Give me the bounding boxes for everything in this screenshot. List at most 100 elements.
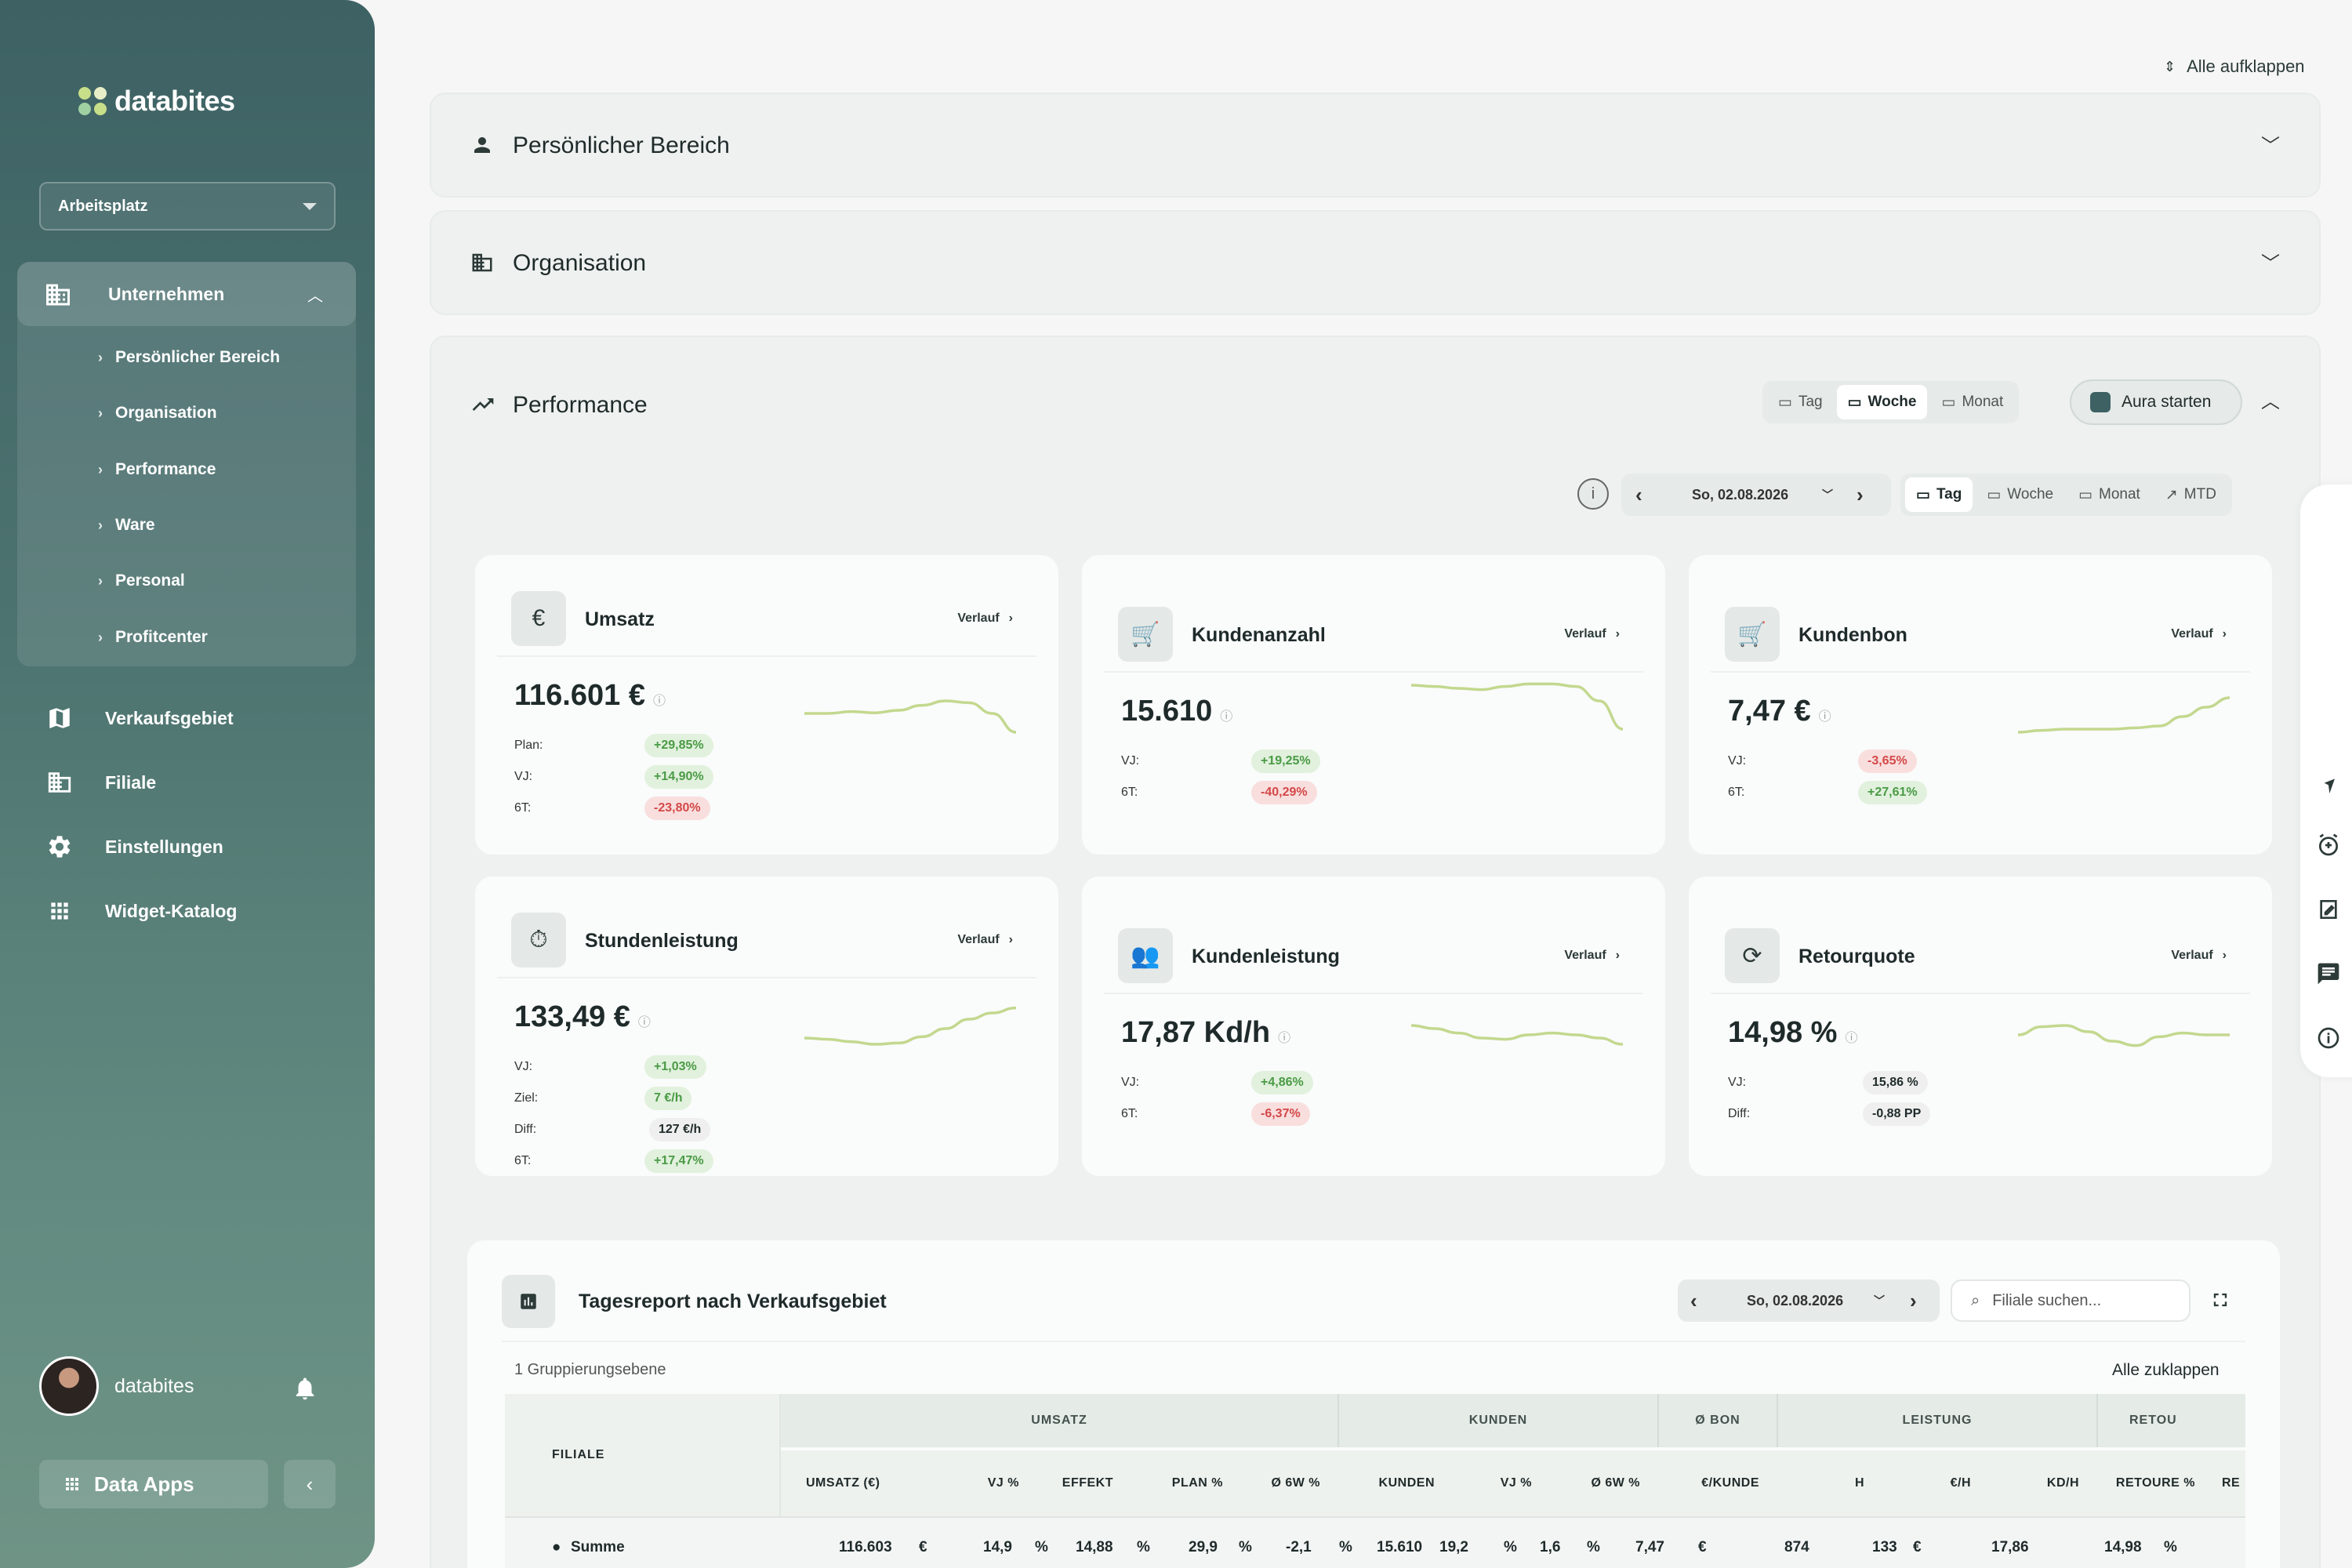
chevron-right-icon: › — [1008, 612, 1013, 625]
report-date-value[interactable]: So, 02.08.2026 — [1747, 1292, 1844, 1308]
cursor-icon[interactable] — [2316, 775, 2341, 800]
sparkline-path — [2018, 696, 2230, 734]
verlauf-link[interactable]: Verlauf › — [1564, 627, 1620, 641]
info-icon[interactable]: ⓘ — [652, 695, 666, 708]
column-header[interactable]: VJ % — [935, 1450, 1038, 1516]
verlauf-link[interactable]: Verlauf › — [2171, 627, 2227, 641]
info-icon[interactable]: i — [1577, 478, 1609, 510]
info-icon[interactable]: ⓘ — [1818, 710, 1831, 724]
user-menu[interactable]: databites — [39, 1356, 194, 1416]
column-header[interactable]: €/H — [1883, 1450, 1990, 1516]
verlauf-link[interactable]: Verlauf › — [1564, 949, 1620, 962]
column-header[interactable]: Ø 6W % — [1551, 1450, 1659, 1516]
column-header[interactable]: H — [1778, 1450, 1883, 1516]
chevron-left-icon[interactable]: ‹ — [1690, 1288, 1697, 1312]
collapse-all-button[interactable]: Alle zuklappen — [2112, 1361, 2220, 1379]
chevron-down-icon[interactable]: ﹀ — [2261, 136, 2280, 157]
verlauf-link[interactable]: Verlauf › — [2171, 949, 2227, 962]
kpi-delta-badge: +1,03% — [644, 1055, 706, 1079]
nav-item-einstellungen[interactable]: Einstellungen — [45, 833, 223, 861]
nav-item-filiale[interactable]: Filiale — [45, 768, 156, 797]
verlauf-link[interactable]: Verlauf › — [957, 612, 1013, 625]
section-persoenlicher-bereich[interactable]: Persönlicher Bereich ﹀ — [430, 93, 2321, 198]
card-title: Kundenbon — [1798, 624, 1907, 646]
kpi-delta-badge: +4,86% — [1251, 1071, 1313, 1094]
kpi-value: 15.610 ⓘ — [1121, 695, 1233, 728]
column-header[interactable]: KUNDEN — [1339, 1450, 1454, 1516]
workspace-select-value: Arbeitsplatz — [58, 197, 148, 215]
column-header[interactable]: EFFEKT — [1038, 1450, 1132, 1516]
chevron-right-icon[interactable]: › — [1910, 1288, 1917, 1312]
workspace-select[interactable]: Arbeitsplatz — [39, 182, 336, 230]
column-header[interactable]: PLAN % — [1132, 1450, 1242, 1516]
nav-item-widget-katalog[interactable]: Widget-Katalog — [45, 897, 237, 925]
bell-icon[interactable] — [292, 1374, 318, 1403]
chat-icon[interactable] — [2316, 961, 2341, 986]
section-organisation[interactable]: Organisation ﹀ — [430, 210, 2321, 315]
kpi-row-label: Diff: — [514, 1123, 537, 1136]
chevron-down-icon[interactable]: ﹀ — [1874, 1294, 1885, 1307]
tab-tag[interactable]: ▭ Tag — [1778, 394, 1823, 411]
edit-note-icon[interactable] — [2316, 897, 2341, 922]
column-header-filiale[interactable]: FILIALE — [505, 1394, 781, 1516]
column-header[interactable]: Ø 6W % — [1242, 1450, 1339, 1516]
info-icon[interactable] — [2316, 1025, 2341, 1051]
expand-all-button[interactable]: ⇕ Alle aufklappen — [2164, 56, 2305, 76]
sub-item-persoenlicher-bereich[interactable]: › Persönlicher Bereich — [98, 348, 281, 366]
alarm-add-icon[interactable] — [2316, 833, 2341, 858]
column-header[interactable]: RETOURE % — [2098, 1450, 2214, 1516]
chevron-down-icon[interactable]: ﹀ — [2261, 253, 2280, 274]
column-header[interactable]: KD/H — [1990, 1450, 2098, 1516]
tab-monat[interactable]: ▭ Monat — [2078, 486, 2140, 503]
collapse-sidebar-button[interactable]: ‹ — [284, 1460, 336, 1508]
tab-woche[interactable]: ▭ Woche — [1836, 385, 1928, 419]
date-value[interactable]: So, 02.08.2026 — [1692, 486, 1789, 503]
nav-item-unternehmen[interactable]: Unternehmen ︿ — [17, 262, 356, 326]
sub-item-personal[interactable]: › Personal — [98, 572, 185, 590]
column-header[interactable]: UMSATZ (€) — [781, 1450, 935, 1516]
aura-start-button[interactable]: Aura starten — [2070, 379, 2242, 425]
sub-item-profitcenter[interactable]: › Profitcenter — [98, 628, 208, 646]
table-cell: 7,47 — [1635, 1539, 1664, 1555]
verlauf-link[interactable]: Verlauf › — [957, 933, 1013, 946]
info-icon[interactable]: ⓘ — [637, 1016, 651, 1029]
avatar — [39, 1356, 99, 1416]
tab-woche[interactable]: ▭ Woche — [1987, 486, 2054, 503]
column-header[interactable]: VJ % — [1454, 1450, 1551, 1516]
info-icon[interactable]: ⓘ — [1845, 1032, 1858, 1045]
chevron-left-icon[interactable]: ‹ — [1635, 482, 1642, 506]
daily-report-widget: Tagesreport nach Verkaufsgebiet ‹ So, 02… — [467, 1240, 2280, 1568]
calendar-icon: ▭ — [2078, 486, 2093, 503]
table-row-summe[interactable]: ● Summe 116.603 €14,9% 14,88% 29,9% -2,1% 15.… — [505, 1516, 2245, 1568]
tab-mtd[interactable]: ↗ MTD — [2165, 486, 2216, 503]
column-header[interactable]: RE — [2214, 1450, 2245, 1516]
brand-logo[interactable]: databites — [78, 85, 235, 118]
tab-tag[interactable]: ▭ Tag — [1905, 477, 1973, 512]
fullscreen-icon[interactable] — [2209, 1289, 2231, 1311]
table-cell: % — [2164, 1539, 2177, 1555]
chevron-right-icon[interactable]: › — [1857, 482, 1864, 506]
tab-monat[interactable]: ▭ Monat — [1941, 394, 2004, 411]
chevron-up-icon[interactable]: ︿ — [2261, 391, 2280, 412]
kpi-card-retourquote: ⟳ Retourquote Verlauf › 14,98 % ⓘ VJ: 15,86… — [1689, 877, 2272, 1176]
chevron-right-icon: › — [2222, 627, 2227, 641]
nav-item-verkaufsgebiet[interactable]: Verkaufsgebiet — [45, 704, 234, 732]
info-icon[interactable]: ⓘ — [1278, 1032, 1291, 1045]
data-apps-button[interactable]: Data Apps — [39, 1460, 268, 1508]
table-cell: 14,88 — [1076, 1539, 1113, 1555]
sub-item-performance[interactable]: › Performance — [98, 460, 216, 478]
table-cell: 874 — [1784, 1539, 1809, 1555]
sub-item-ware[interactable]: › Ware — [98, 516, 155, 534]
aura-icon — [2090, 392, 2111, 412]
logo-mark — [78, 87, 107, 115]
filiale-search-input[interactable]: ⌕ Filiale suchen... — [1951, 1279, 2190, 1322]
chevron-right-icon: › — [98, 461, 103, 477]
kpi-delta-badge: +27,61% — [1858, 781, 1927, 804]
card-title: Retourquote — [1798, 946, 1915, 967]
sparkline — [1411, 682, 1623, 731]
column-header[interactable]: €/KUNDE — [1659, 1450, 1778, 1516]
info-icon[interactable]: ⓘ — [1220, 710, 1233, 724]
sub-item-organisation[interactable]: › Organisation — [98, 404, 217, 422]
chevron-down-icon[interactable]: ﹀ — [1822, 488, 1833, 501]
map-icon — [45, 704, 74, 732]
